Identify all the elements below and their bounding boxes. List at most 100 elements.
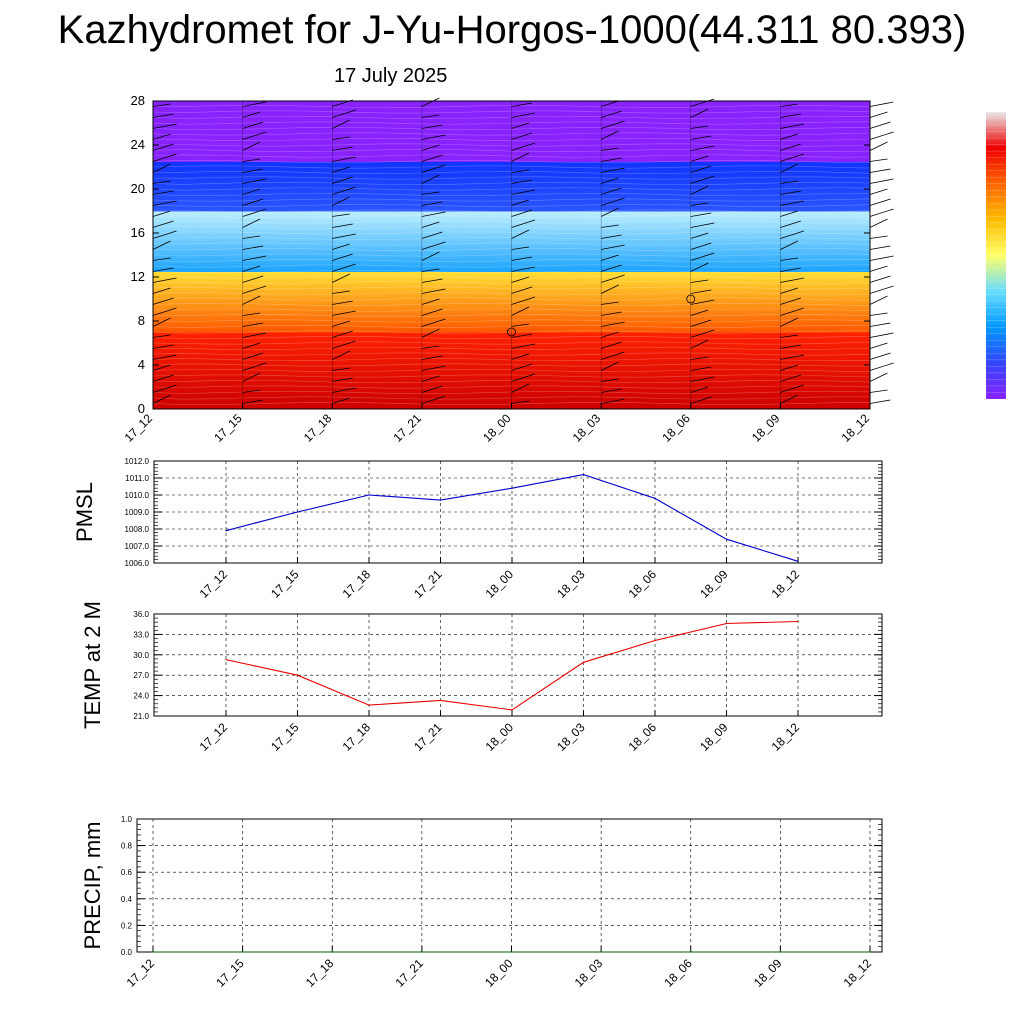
y-tick-label: 1008.0: [125, 525, 150, 534]
page-title: Kazhydromet for J-Yu-Horgos-1000(44.311 …: [57, 8, 967, 52]
wind-barb: [332, 367, 350, 371]
y-tick-label: 33.0: [133, 630, 149, 639]
wind-barb: [332, 243, 350, 250]
y-tick-label: 0: [138, 401, 145, 416]
wind-barb: [601, 331, 619, 338]
wind-barb: [511, 400, 530, 404]
wind-barb: [601, 147, 619, 151]
y-tick-label: 12: [131, 269, 145, 284]
x-tick-label: 18_03: [554, 720, 588, 754]
data-point: [797, 560, 799, 562]
wind-barb: [600, 284, 619, 294]
wind-barb: [332, 176, 353, 184]
wind-barb: [690, 232, 709, 239]
wind-barb: [421, 201, 443, 206]
y-tick-label: 36.0: [133, 610, 149, 619]
wind-barb: [242, 342, 261, 349]
wind-barb: [600, 207, 619, 217]
data-point: [368, 704, 370, 706]
wind-barb: [421, 395, 446, 404]
wind-barb: [332, 330, 353, 338]
wind-barb: [690, 376, 715, 382]
wind-barb: [780, 220, 801, 228]
wind-barb: [242, 285, 267, 294]
wind-barb: [690, 329, 715, 338]
wind-barb: [869, 141, 888, 151]
wind-barb: [511, 256, 533, 261]
wind-barb: [690, 339, 709, 349]
wind-barb: [869, 255, 894, 261]
wind-barb: [869, 295, 888, 305]
x-tick-label: 18_09: [751, 956, 785, 990]
y-axis-label: PMSL: [72, 482, 97, 542]
wind-barb: [332, 350, 350, 360]
wind-barb: [869, 372, 888, 382]
wind-barb: [332, 119, 350, 129]
y-tick-label: 21.0: [133, 712, 149, 721]
wind-barb: [152, 297, 174, 305]
wind-barb: [152, 210, 171, 217]
wind-barb: [780, 384, 804, 393]
wind-barb: [152, 153, 177, 162]
wind-barb: [242, 275, 264, 283]
wind-barb: [690, 212, 712, 217]
y-axis-label: TEMP at 2 M: [80, 601, 105, 729]
wind-barb: [421, 144, 440, 151]
wind-barb: [511, 142, 536, 151]
y-tick-label: 1009.0: [125, 508, 150, 517]
date-subtitle: 17 July 2025: [334, 65, 448, 87]
wind-barb: [690, 155, 709, 162]
data-point: [421, 951, 423, 953]
wind-barb: [511, 333, 533, 338]
wind-barb: [601, 378, 619, 382]
wind-barb: [690, 108, 709, 118]
wind-barb: [869, 362, 894, 371]
wind-barb: [511, 179, 533, 184]
x-tick-label: 17_18: [301, 411, 335, 445]
wind-barb: [780, 123, 804, 129]
wind-barb: [242, 255, 267, 261]
data-point: [654, 639, 656, 642]
wind-barb: [242, 372, 261, 382]
wind-barb: [690, 309, 709, 316]
wind-barb: [869, 342, 888, 349]
y-axis-label: PRECIP, mm: [80, 822, 105, 950]
x-tick-label: 17_15: [268, 567, 302, 601]
wind-barb: [690, 242, 712, 250]
wind-barb: [869, 198, 891, 206]
wind-barb: [869, 245, 891, 250]
wind-barb: [332, 213, 350, 217]
colorbar-strip: [986, 112, 1006, 399]
wind-barb: [242, 265, 261, 272]
wind-barb: [332, 223, 353, 228]
wind-barb: [511, 246, 530, 250]
x-tick-label: 18_12: [769, 720, 803, 754]
x-tick-label: 17_18: [303, 956, 337, 990]
wind-barb: [780, 113, 801, 118]
wind-barb: [152, 113, 174, 118]
wind-barb: [332, 310, 356, 316]
data-point: [725, 538, 728, 540]
wind-barb: [780, 364, 798, 371]
wind-barb: [690, 386, 709, 393]
y-tick-label: 0.6: [121, 868, 133, 877]
wind-barb: [690, 125, 709, 129]
wind-barb: [600, 130, 619, 140]
wind-barb: [780, 287, 798, 294]
data-point: [511, 487, 513, 489]
y-tick-label: 16: [131, 225, 145, 240]
data-point: [600, 951, 602, 953]
wind-barb: [511, 296, 536, 305]
data-point: [582, 661, 585, 663]
wind-barb: [869, 178, 894, 184]
wind-barb: [780, 240, 799, 250]
wind-barb: [421, 154, 443, 162]
wind-barb: [421, 251, 440, 261]
wind-barb: [152, 163, 171, 173]
wind-barb: [601, 177, 619, 184]
y-tick-label: 0.4: [121, 895, 133, 904]
wind-barb: [690, 319, 712, 327]
wind-barb: [332, 300, 353, 305]
wind-barb: [690, 145, 715, 151]
x-tick-label: 18_12: [769, 567, 803, 601]
